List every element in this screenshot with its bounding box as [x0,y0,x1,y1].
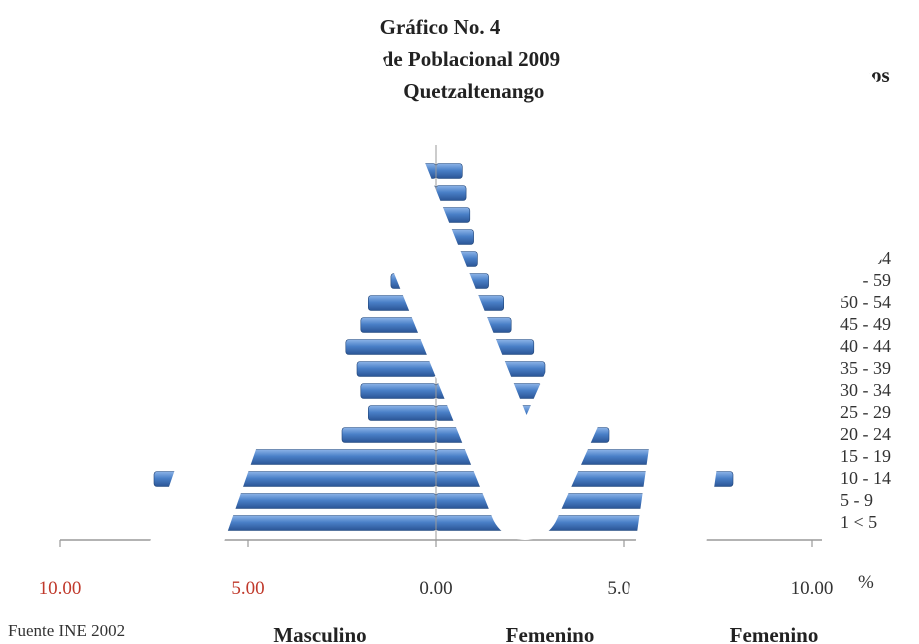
age-group-label-0: 1 < 5 [840,512,877,532]
bar-masculino-7 [357,362,436,377]
age-group-label-9: 45 - 49 [840,314,891,334]
age-group-label-2: 10 - 14 [840,468,891,488]
age-group-label-3: 15 - 19 [840,446,891,466]
x-unit-label: % [858,572,874,593]
bar-masculino-5 [368,406,436,421]
bar-masculino-6 [361,384,436,399]
x-tick-label-4: 10.00 [791,578,834,599]
age-group-label-1: 5 - 9 [840,490,873,510]
age-group-label-6: 30 - 34 [840,380,891,400]
source-note: Fuente INE 2002 [8,621,125,640]
age-group-label-10: 50 - 54 [840,292,891,312]
bar-masculino-0 [207,516,436,531]
bottom-label-femenino-right: Femenino [730,623,819,644]
x-tick-label-1: 5.00 [231,578,264,599]
bottom-label-masculino: Masculino [273,623,366,644]
age-group-label-7: 35 - 39 [840,358,891,378]
bar-masculino-4 [342,428,436,443]
age-group-label-4: 20 - 24 [840,424,891,444]
bar-femenino-16 [436,164,462,179]
age-group-label-5: 25 - 29 [840,402,891,422]
x-tick-label-2: 0.00 [419,578,452,599]
x-tick-label-0: 10.00 [39,578,82,599]
chart-title-line-1: Gráfico No. 4 [380,15,501,39]
age-group-label-8: 40 - 44 [840,336,891,356]
bar-femenino-15 [436,186,466,201]
bottom-label-femenino-center: Femenino [506,623,595,644]
watermark-np-logo [160,30,874,620]
